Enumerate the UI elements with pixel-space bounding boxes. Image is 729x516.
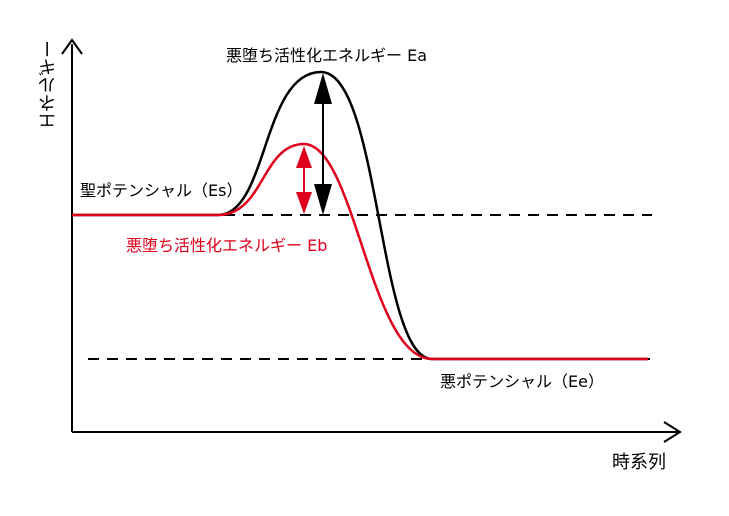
activation-b-label: 悪堕ち活性化エネルギー Eb	[126, 236, 328, 255]
x-axis-arrowhead	[663, 421, 682, 443]
activation-a-arrow-top	[314, 73, 332, 104]
y-axis-label: エネルギー	[38, 40, 59, 130]
saint-potential-label: 聖ポテンシャル（Es）	[80, 181, 243, 200]
curve-a	[72, 70, 648, 361]
y-axis-arrowhead	[61, 38, 83, 55]
activation-b-arrow-bottom	[296, 192, 312, 214]
activation-a-arrow-bottom	[314, 184, 332, 215]
evil-potential-label: 悪ポテンシャル（Ee）	[440, 372, 604, 391]
curve-b	[72, 142, 648, 361]
activation-a-label: 悪堕ち活性化エネルギー Ea	[226, 46, 428, 65]
activation-b-arrow-top	[296, 146, 312, 168]
x-axis-label: 時系列	[612, 452, 666, 473]
